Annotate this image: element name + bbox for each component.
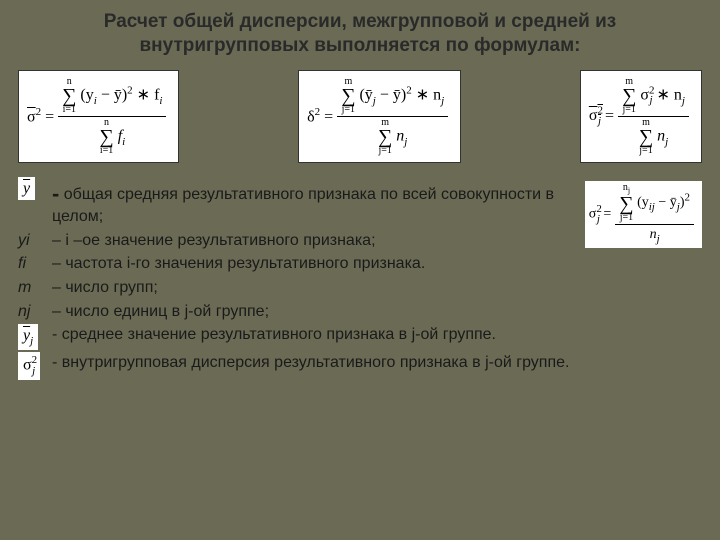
formula-within-mean: σ2j = m ∑ j=1 σ2j ∗ nj m ∑ j=1 [580,70,702,163]
lhs-base: σ [27,108,36,125]
sym: yi [18,230,46,252]
sum-bot: i=1 [63,105,76,115]
formula-within-group: σ2j = nj ∑ j=1 (yij − ȳj)2 nj [585,181,702,249]
def-m: m – число групп; [18,277,702,299]
sum-bot: j=1 [620,213,633,223]
formula-row: σ2 = n ∑ i=1 (yi − ȳ)2 ∗ fi n ∑ i=1 [18,70,702,163]
expr-sub: j [682,94,685,106]
expr-sub: j [657,232,660,244]
sym-sub: j [32,365,35,377]
lhs-sup: 2 [315,106,321,118]
sum-icon: nj ∑ j=1 [619,183,633,223]
sum-icon: n ∑ i=1 [99,118,113,156]
sum-icon: m ∑ j=1 [622,77,636,115]
expr-sub: j [441,94,444,106]
sum-bot: i=1 [100,146,113,156]
txt: общая средняя результативного признака п… [52,186,554,226]
formula-between-lhs: δ2 = [307,106,333,126]
dash: - [52,181,59,206]
formula-total-frac: n ∑ i=1 (yi − ȳ)2 ∗ fi n ∑ i=1 fi [58,77,166,156]
expr: ∗ n [653,86,682,103]
expr-sub: j [404,135,407,147]
txt: – частота i-го значения результативного … [52,253,702,275]
formula-within-group-frac: nj ∑ j=1 (yij − ȳj)2 nj [615,183,694,247]
def-fi: fi – частота i-го значения результативно… [18,253,702,275]
lhs-sup: 2 [36,106,42,118]
def-nj: nj – число единиц в j-ой группе; [18,301,702,323]
txt: - внутригрупповая дисперсия результативн… [52,352,702,374]
sum-bot: j=1 [378,146,391,156]
expr: − ȳ) [97,86,127,103]
expr: n [650,227,657,242]
formula-total-lhs: σ2 = [27,106,54,126]
def-ybarj: yj - среднее значение результативного пр… [18,324,702,350]
formula-within-mean-lhs: σ2j = [589,105,614,128]
expr: (y [80,86,93,103]
expr-sup: 2 [685,191,691,203]
sum-icon: m ∑ j=1 [341,77,355,115]
slide-title: Расчет общей дисперсии, межгрупповой и с… [18,10,702,58]
sym: m [18,277,46,299]
lhs-base: δ [307,108,315,125]
formula-total: σ2 = n ∑ i=1 (yi − ȳ)2 ∗ fi n ∑ i=1 [18,70,179,163]
expr: (y [637,195,649,210]
formula-within-group-lhs: σ2j = [589,202,612,226]
expr-sub: i [159,94,162,106]
formula-between-frac: m ∑ j=1 (ȳj − ȳ)2 ∗ nj m ∑ j=1 nj [337,77,448,156]
lhs-sub: j [597,213,600,225]
expr: − ȳ) [376,86,406,103]
expr-sub: i [122,135,125,147]
lhs-sub: j [598,115,601,127]
expr: ∗ n [412,86,441,103]
formula-within-mean-frac: m ∑ j=1 σ2j ∗ nj m ∑ j=1 nj [618,77,689,156]
sym-sub: j [30,335,33,347]
sum-bot: j=1 [342,105,355,115]
expr: − ȳ [655,195,677,210]
def-yi: yi – i –ое значение результативного приз… [18,230,575,252]
def-sigmaj: σ2j - внутригрупповая дисперсия результа… [18,352,702,379]
sum-bot: j=1 [639,146,652,156]
txt: - среднее значение результативного призн… [52,324,702,346]
sym: y [23,180,30,197]
txt: – число единиц в j-ой группе; [52,301,702,323]
expr-sub: j [665,135,668,147]
txt: – i –ое значение результативного признак… [52,230,575,252]
expr: ∗ f [133,86,160,103]
expr: (ȳ [359,86,372,103]
sum-bot: j=1 [622,105,635,115]
sym: fi [18,253,46,275]
def-ybar: y - общая средняя результативного призна… [18,177,575,228]
definitions: σ2j = nj ∑ j=1 (yij − ȳj)2 nj y - общая … [18,177,702,380]
sym-base: σ [23,357,32,374]
expr: n [657,127,665,144]
expr: σ [640,86,649,103]
formula-between: δ2 = m ∑ j=1 (ȳj − ȳ)2 ∗ nj m ∑ j=1 [298,70,461,163]
sum-icon: n ∑ i=1 [62,77,76,115]
sum-icon: m ∑ j=1 [639,118,653,156]
sym: nj [18,301,46,323]
txt: – число групп; [52,277,702,299]
sum-icon: m ∑ j=1 [378,118,392,156]
